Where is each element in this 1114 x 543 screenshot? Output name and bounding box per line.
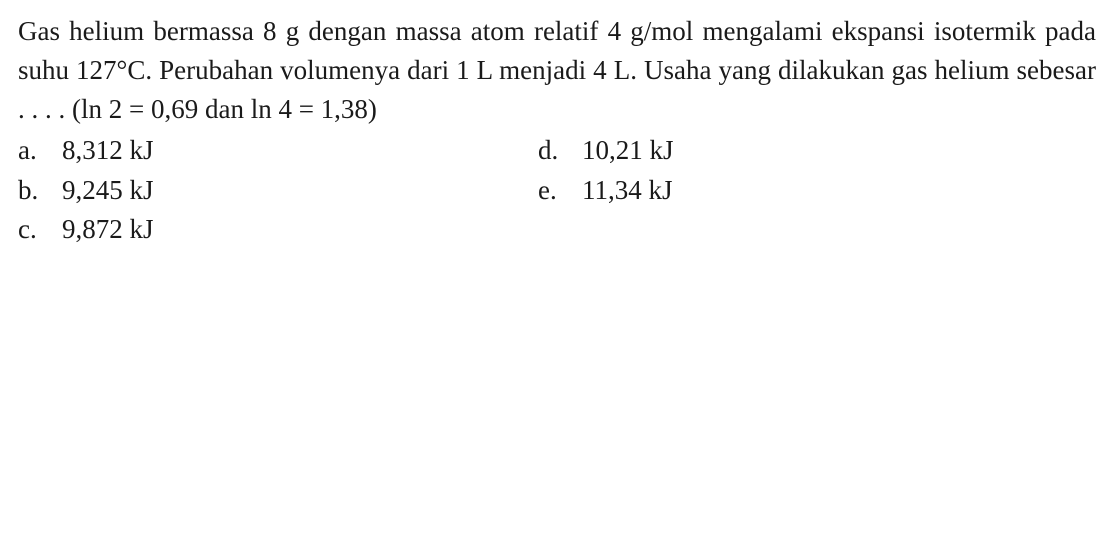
option-a: a. 8,312 kJ xyxy=(18,131,538,170)
option-c: c. 9,872 kJ xyxy=(18,210,538,249)
option-c-value: 9,872 kJ xyxy=(62,210,154,249)
option-row-2: b. 9,245 kJ e. 11,34 kJ xyxy=(18,171,1096,210)
option-a-letter: a. xyxy=(18,131,62,170)
option-row-3: c. 9,872 kJ xyxy=(18,210,1096,249)
option-d: d. 10,21 kJ xyxy=(538,131,674,170)
option-c-letter: c. xyxy=(18,210,62,249)
option-e-value: 11,34 kJ xyxy=(582,171,673,210)
option-row-1: a. 8,312 kJ d. 10,21 kJ xyxy=(18,131,1096,170)
option-a-value: 8,312 kJ xyxy=(62,131,154,170)
option-b: b. 9,245 kJ xyxy=(18,171,538,210)
option-e: e. 11,34 kJ xyxy=(538,171,673,210)
option-d-letter: d. xyxy=(538,131,582,170)
option-b-letter: b. xyxy=(18,171,62,210)
option-b-value: 9,245 kJ xyxy=(62,171,154,210)
option-e-letter: e. xyxy=(538,171,582,210)
problem-text: Gas helium bermassa 8 g dengan massa ato… xyxy=(18,12,1096,129)
options-block: a. 8,312 kJ d. 10,21 kJ b. 9,245 kJ e. 1… xyxy=(18,131,1096,248)
option-d-value: 10,21 kJ xyxy=(582,131,674,170)
